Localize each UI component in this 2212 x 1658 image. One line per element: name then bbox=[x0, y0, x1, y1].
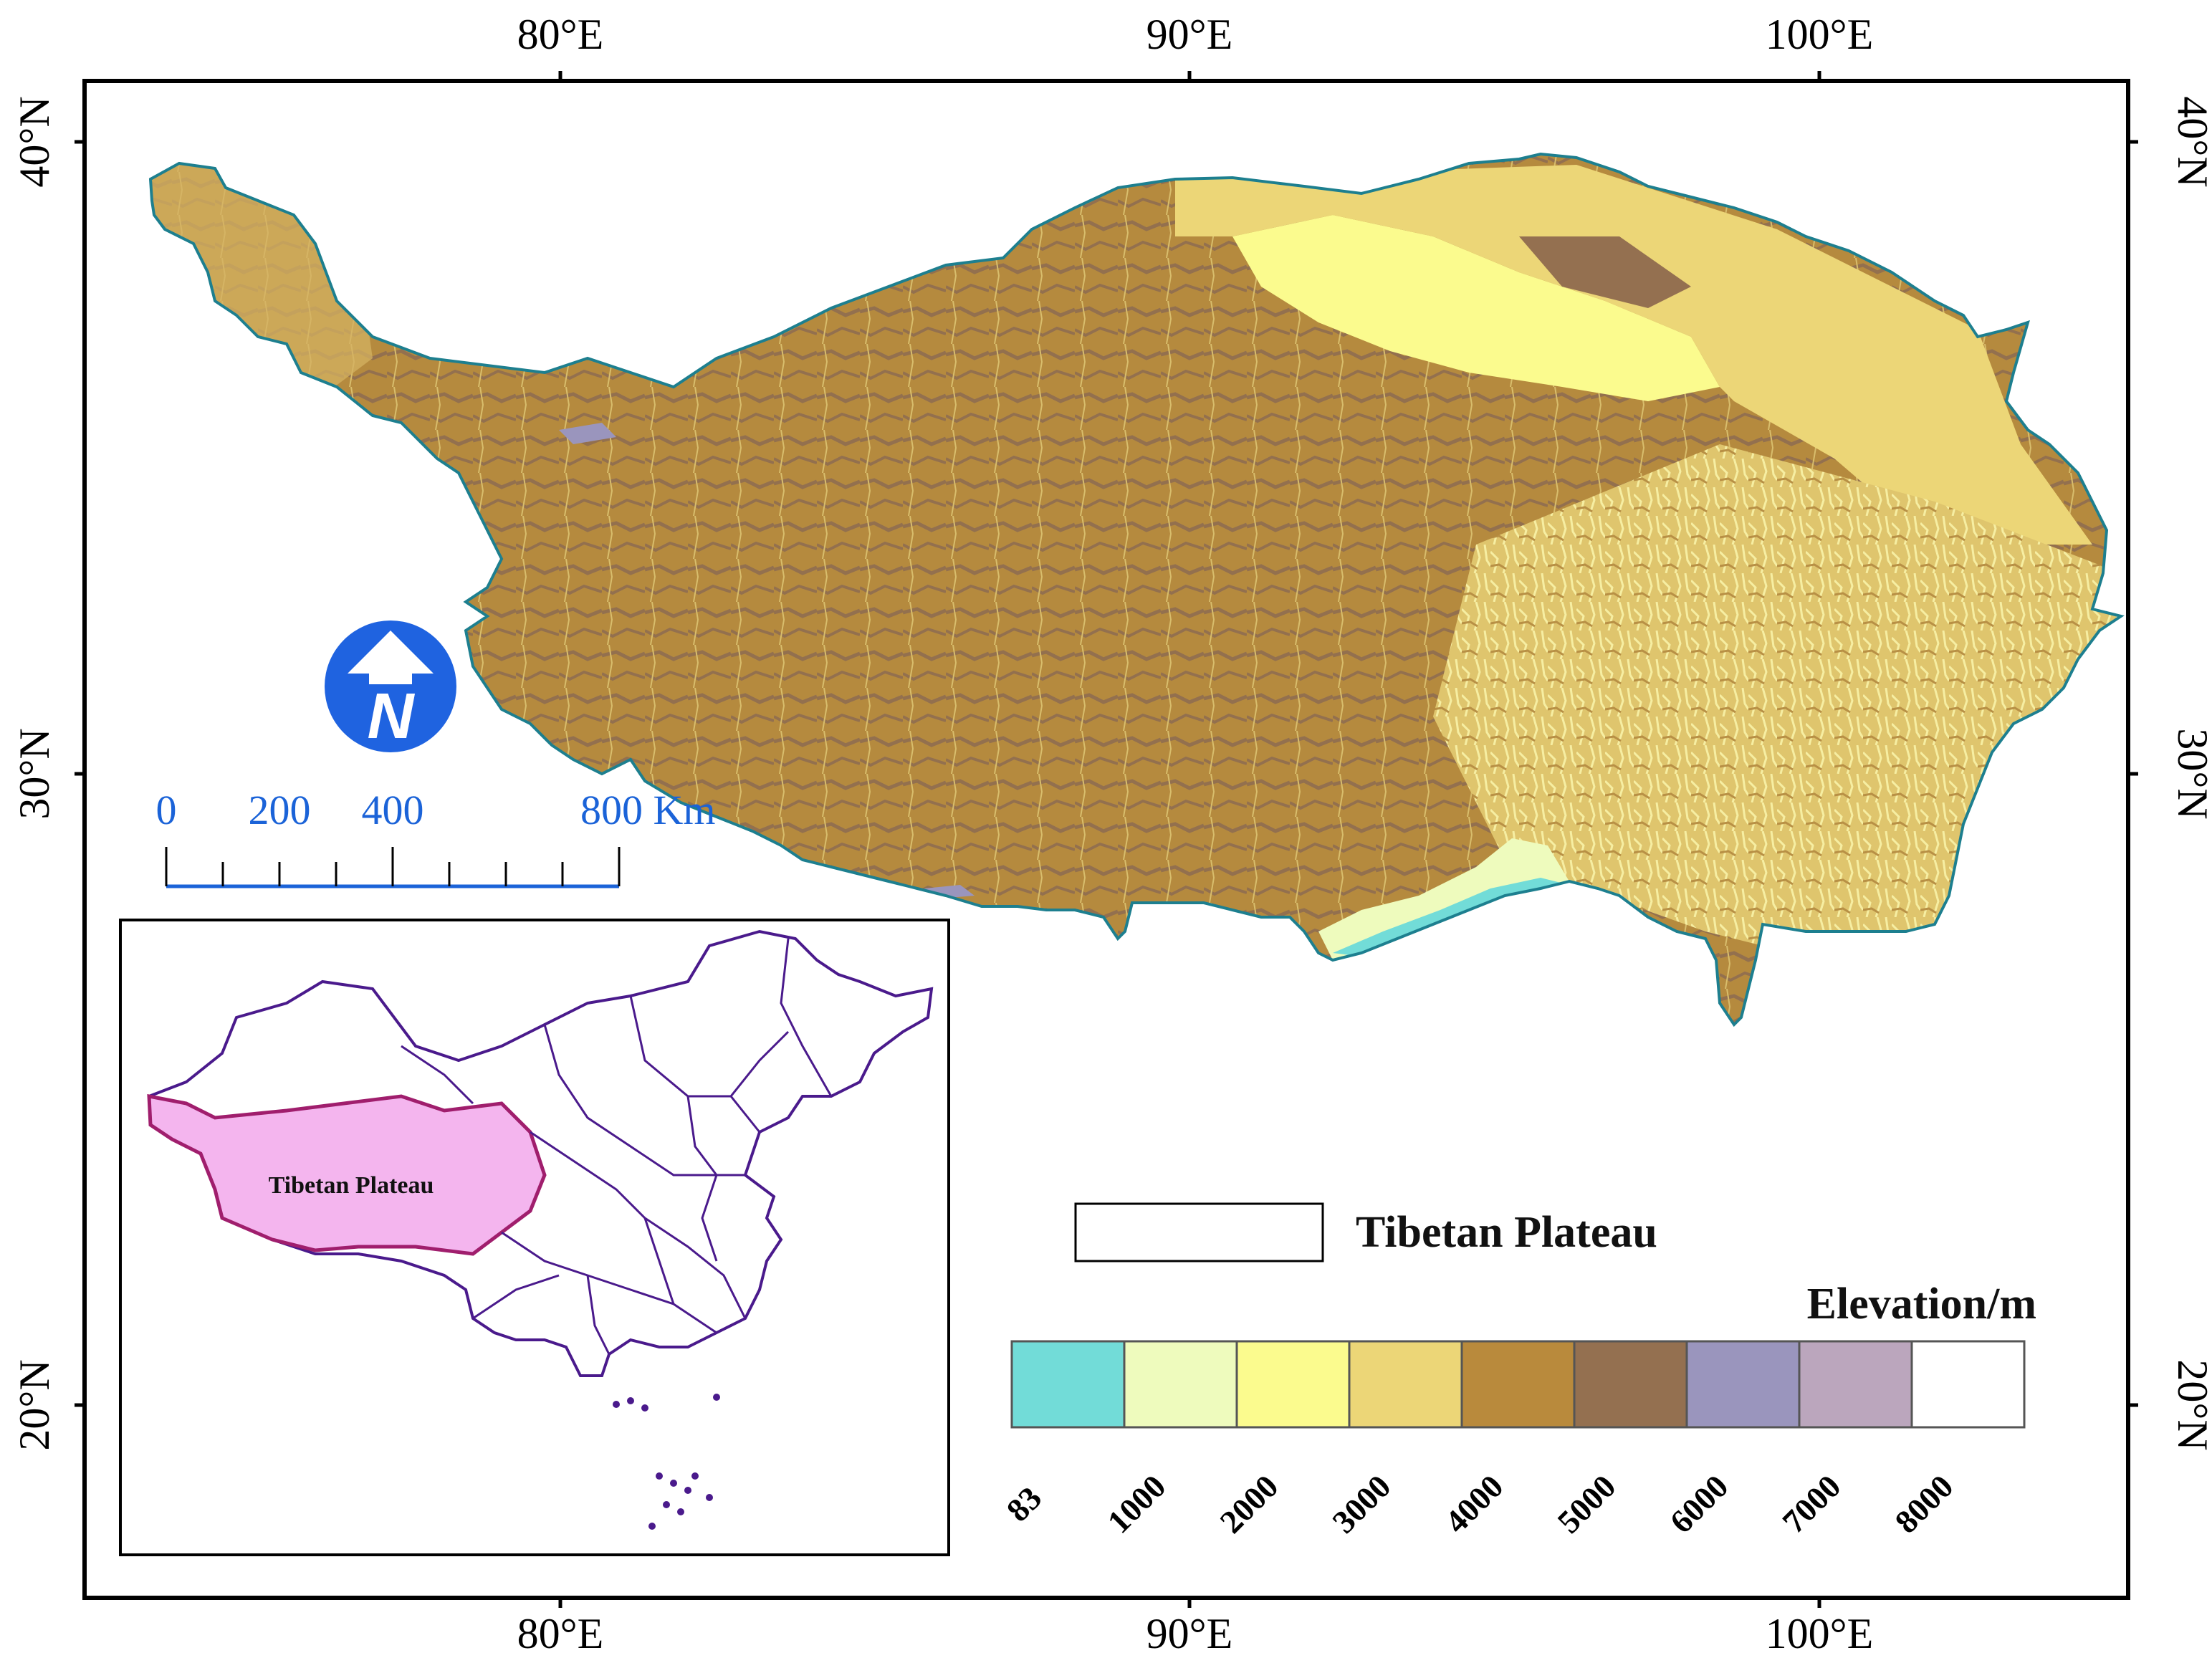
lon-label-top-90: 90°E bbox=[1146, 11, 1233, 58]
lon-label-bottom-100: 100°E bbox=[1766, 1610, 1874, 1657]
legend-swatch-4 bbox=[1460, 1340, 1576, 1429]
inset-map: Tibetan Plateau bbox=[119, 919, 950, 1556]
legend-swatch-1 bbox=[1123, 1340, 1238, 1429]
lon-label-bottom-80: 80°E bbox=[517, 1610, 604, 1657]
legend-swatch-2 bbox=[1235, 1340, 1351, 1429]
lat-label-left-40: 40°N bbox=[11, 96, 58, 187]
lat-label-left-30: 30°N bbox=[11, 728, 58, 819]
legend-region-label: Tibetan Plateau bbox=[1356, 1208, 1657, 1257]
scale-label-400: 400 bbox=[362, 787, 424, 833]
lat-label-left-20: 20°N bbox=[11, 1359, 58, 1450]
legend-swatch-6 bbox=[1685, 1340, 1801, 1429]
lon-label-top-80: 80°E bbox=[517, 11, 604, 58]
legend-swatch-5 bbox=[1573, 1340, 1688, 1429]
legend-swatch-7 bbox=[1798, 1340, 1913, 1429]
lon-label-bottom-90: 90°E bbox=[1146, 1610, 1233, 1657]
legend-region: Tibetan Plateau bbox=[1074, 1202, 1657, 1262]
axis-ticks bbox=[75, 71, 2138, 1608]
inset-region-label: Tibetan Plateau bbox=[269, 1172, 434, 1199]
lat-label-right-20: 20°N bbox=[2169, 1359, 2212, 1450]
scale-bar: 0 200 400 800 Km bbox=[156, 787, 716, 888]
lat-label-right-40: 40°N bbox=[2169, 96, 2212, 187]
lon-label-top-100: 100°E bbox=[1766, 11, 1874, 58]
north-arrow-letter: N bbox=[368, 681, 416, 752]
scale-label-200: 200 bbox=[249, 787, 311, 833]
lat-label-right-30: 30°N bbox=[2169, 728, 2212, 819]
legend-swatch-0 bbox=[1010, 1340, 1126, 1429]
legend-elevation-title: Elevation/m bbox=[1807, 1280, 2036, 1328]
scale-label-800km: 800 Km bbox=[580, 787, 716, 833]
legend-swatch-8 bbox=[1910, 1340, 2026, 1429]
legend-swatch-3 bbox=[1348, 1340, 1463, 1429]
scale-label-0: 0 bbox=[156, 787, 177, 833]
north-arrow-icon: N bbox=[325, 620, 456, 752]
